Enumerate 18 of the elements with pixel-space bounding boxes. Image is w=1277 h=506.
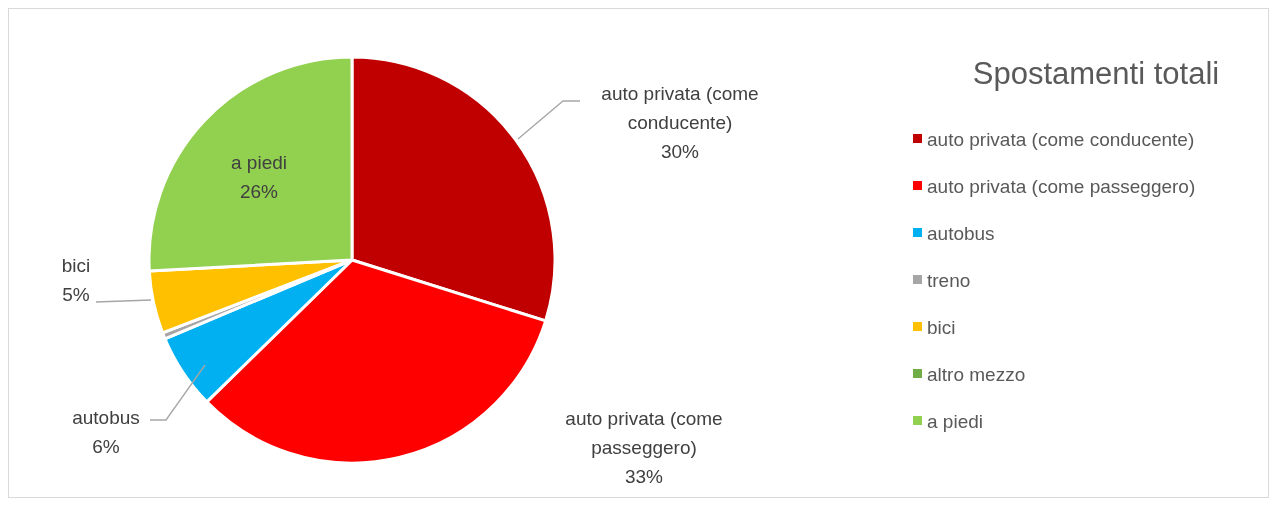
data-label: 5% bbox=[62, 284, 90, 305]
slice-label: auto privata (come passeggero) bbox=[565, 408, 723, 458]
slice-label: autobus bbox=[72, 407, 140, 428]
legend-label: auto privata (come passeggero) bbox=[927, 176, 1196, 197]
legend-label: altro mezzo bbox=[927, 364, 1026, 385]
data-label: 33% bbox=[624, 466, 664, 487]
slice-label: bici bbox=[61, 255, 91, 276]
data-label: 30% bbox=[660, 141, 700, 162]
chart-title: Spostamenti totali bbox=[972, 56, 1220, 91]
legend-label: autobus bbox=[927, 223, 995, 244]
legend-label: auto privata (come conducente) bbox=[927, 129, 1195, 150]
slice-label: auto privata (come conducente) bbox=[601, 83, 759, 133]
legend-label: a piedi bbox=[927, 411, 983, 432]
legend-label: bici bbox=[927, 317, 956, 338]
data-label: 26% bbox=[239, 181, 279, 202]
legend-label: treno bbox=[927, 270, 971, 291]
data-label: 6% bbox=[92, 436, 120, 457]
slice-label: a piedi bbox=[231, 152, 287, 173]
